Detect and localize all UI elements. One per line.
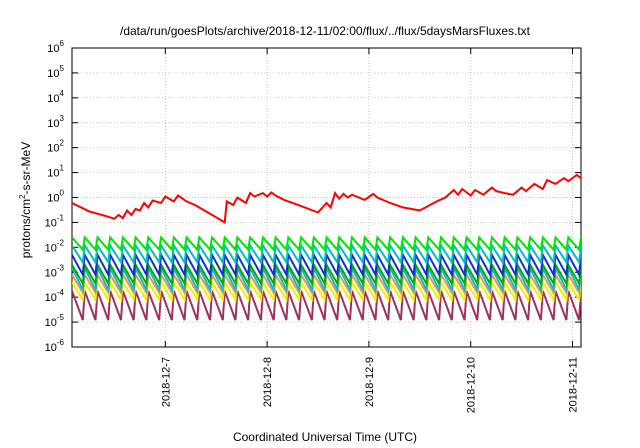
y-tick-label: 10-5: [45, 313, 65, 329]
y-axis-label-suffix: -s-sr-MeV: [19, 142, 33, 195]
y-tick-label: 103: [47, 114, 64, 130]
y-tick-label: 105: [47, 64, 64, 80]
y-tick-exp: -5: [57, 313, 65, 322]
y-axis-label-sup: 2: [18, 194, 27, 199]
y-tick-label: 100: [47, 189, 64, 205]
x-tick-label: 2018-12-8: [262, 357, 274, 407]
y-tick-exp: 6: [60, 39, 65, 48]
y-tick-label: 102: [47, 139, 64, 155]
y-tick-exp: -4: [57, 288, 65, 297]
y-tick-exp: 5: [60, 64, 65, 73]
y-tick-label: 10-4: [45, 288, 65, 304]
y-tick-label: 106: [47, 39, 64, 55]
y-tick-base: 10: [45, 242, 57, 254]
y-tick-base: 10: [45, 267, 57, 279]
y-tick-base: 10: [47, 118, 59, 130]
series-layer: [72, 173, 581, 321]
y-tick-base: 10: [47, 143, 59, 155]
y-tick-label: 104: [47, 89, 64, 105]
y-tick-label: 10-2: [45, 238, 65, 254]
series-line: [72, 242, 581, 266]
y-tick-exp: -1: [57, 213, 65, 222]
series-line: [72, 290, 581, 321]
y-tick-exp: 1: [60, 164, 65, 173]
x-tick-label: 2018-12-7: [160, 357, 172, 407]
chart-title: /data/run/goesPlots/archive/2018-12-11/0…: [120, 24, 531, 38]
y-tick-exp: -6: [57, 338, 65, 347]
y-tick-base: 10: [45, 217, 57, 229]
y-tick-exp: 3: [60, 114, 65, 123]
series-line: [72, 251, 581, 279]
x-tick-label: 2018-12-10: [466, 357, 478, 413]
y-tick-base: 10: [45, 292, 57, 304]
x-tick-label: 2018-12-9: [364, 357, 376, 407]
y-tick-exp: -2: [57, 238, 65, 247]
y-tick-exp: -3: [57, 263, 65, 272]
y-tick-exp: 4: [60, 89, 65, 98]
y-tick-base: 10: [47, 193, 59, 205]
y-tick-exp: 0: [60, 189, 65, 198]
y-tick-label: 10-1: [45, 213, 65, 229]
series-line: [72, 173, 581, 225]
y-tick-base: 10: [45, 342, 57, 354]
x-axis-label: Coordinated Universal Time (UTC): [233, 430, 417, 444]
y-tick-label: 10-3: [45, 263, 65, 279]
y-tick-base: 10: [47, 43, 59, 55]
series-line: [72, 235, 581, 252]
y-tick-exp: 2: [60, 139, 65, 148]
y-axis-label: protons/cm2-s-sr-MeV: [18, 142, 33, 258]
y-tick-base: 10: [47, 168, 59, 180]
y-tick-base: 10: [47, 68, 59, 80]
y-tick-label: 10-6: [45, 338, 65, 354]
x-tick-label: 2018-12-11: [568, 357, 580, 412]
y-axis-label-prefix: protons/cm: [19, 199, 33, 258]
y-tick-label: 101: [47, 164, 64, 180]
y-tick-base: 10: [47, 93, 59, 105]
x-axis: 2018-12-7 2018-12-8 2018-12-9 2018-12-10 201…: [160, 48, 580, 413]
y-tick-base: 10: [45, 317, 57, 329]
